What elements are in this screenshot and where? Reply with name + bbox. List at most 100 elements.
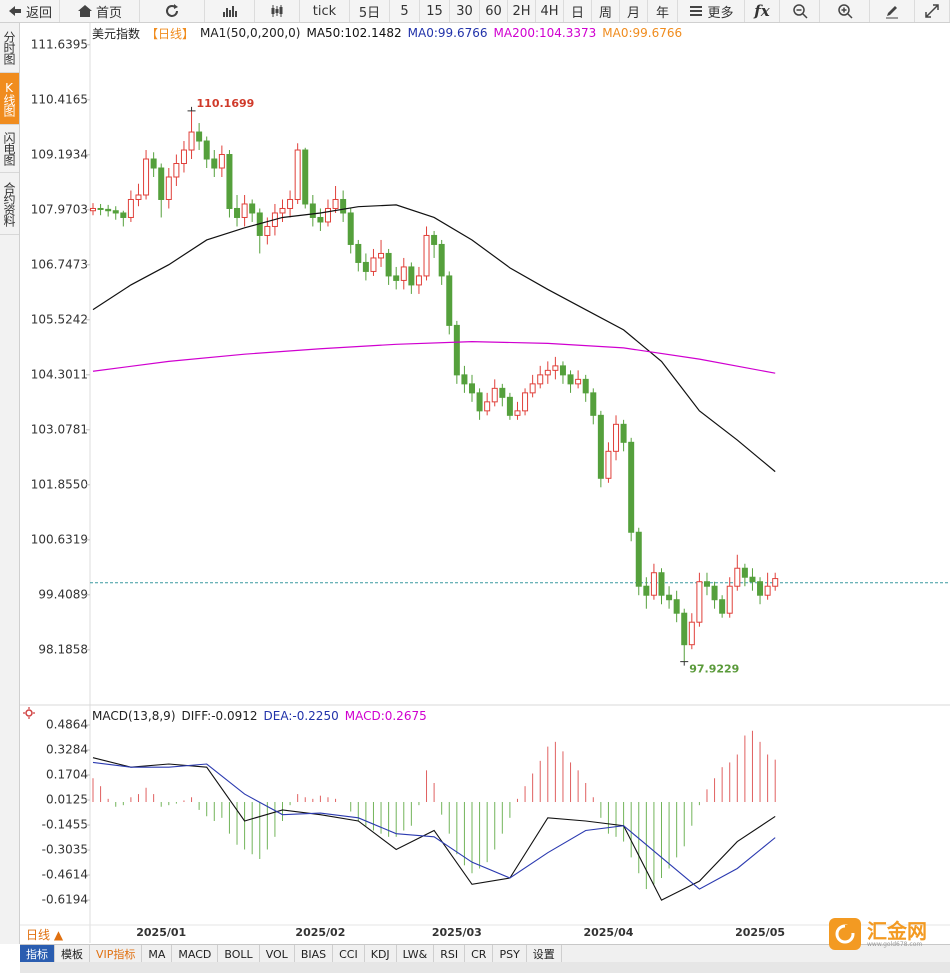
y-tick-label: 111.6395 (31, 37, 88, 51)
legend-item: DEA:-0.2250 (263, 709, 339, 723)
candle-body (726, 585, 733, 614)
bottom-tab[interactable]: KDJ (365, 945, 397, 963)
toolbar-button[interactable]: 5日 (350, 0, 390, 22)
toolbar-label: 60 (485, 3, 502, 19)
bottom-tab[interactable]: 指标 (20, 945, 55, 963)
candle-body (415, 275, 422, 286)
toolbar-label: 4H (540, 3, 559, 19)
toolbar-button[interactable] (915, 0, 950, 22)
bottom-tab[interactable]: PSY (493, 945, 527, 963)
diff-line (92, 757, 776, 901)
macd-icon (25, 709, 33, 717)
icon (925, 4, 939, 18)
side-tabs: 分时图 K线图 闪电图 合约资料 (0, 23, 20, 944)
bottom-tab[interactable]: MA (142, 945, 173, 963)
candle-body (408, 266, 415, 286)
toolbar-label: 更多 (707, 5, 734, 21)
period-label[interactable]: 日线 ▲ (26, 928, 64, 942)
candle-body (203, 140, 210, 160)
y-tick-label: 104.3011 (31, 367, 88, 381)
toolbar-label: 返回 (25, 5, 52, 21)
toolbar-button[interactable] (870, 0, 915, 22)
logo-badge (829, 918, 861, 950)
bottom-tab[interactable]: 模板 (55, 945, 90, 963)
candle-body (552, 365, 559, 371)
x-tick-label: 2025/01 (136, 926, 186, 939)
legend-item: DIFF:-0.0912 (181, 709, 258, 723)
toolbar-button[interactable]: fx (745, 0, 780, 22)
macd-tick-label: 0.1704 (46, 768, 88, 782)
toolbar-button[interactable]: 15 (420, 0, 450, 22)
candle-body (529, 383, 536, 394)
candle-body (378, 252, 385, 259)
candle-body (393, 275, 400, 281)
side-tab[interactable]: 合约资料 (0, 173, 19, 235)
icon (77, 5, 92, 17)
macd-tick-label: 0.4864 (46, 718, 88, 732)
candle-body (211, 158, 218, 169)
bottom-tab[interactable]: RSI (434, 945, 466, 963)
bottom-tab[interactable]: BIAS (295, 945, 334, 963)
candle-body (522, 392, 529, 412)
candle-body (764, 585, 771, 596)
bottom-tab[interactable]: CR (465, 945, 494, 963)
icon (792, 4, 808, 19)
logo-name: 汇金网 (867, 918, 927, 943)
candle-body (196, 131, 203, 142)
toolbar-button[interactable]: 60 (480, 0, 508, 22)
toolbar-button[interactable]: 日 (564, 0, 592, 22)
toolbar-label: 5日 (358, 5, 381, 21)
toolbar-button[interactable] (780, 0, 820, 22)
side-tab[interactable]: 闪电图 (0, 125, 19, 173)
candle-body (90, 207, 96, 212)
candle-body (741, 567, 748, 578)
toolbar-label: 15 (426, 3, 443, 19)
icon (271, 5, 283, 17)
toolbar-button[interactable]: 4H (536, 0, 564, 22)
candle-body (620, 423, 627, 443)
candle-body (537, 374, 544, 385)
toolbar-button[interactable]: 5 (390, 0, 420, 22)
candle-body (491, 387, 498, 403)
candle-body (143, 158, 150, 196)
bottom-tab[interactable]: BOLL (218, 945, 260, 963)
candle-body (120, 212, 127, 218)
candle-body (431, 234, 438, 245)
toolbar-button[interactable]: 年 (648, 0, 678, 22)
icon (222, 6, 237, 17)
bottom-tab[interactable]: VIP指标 (90, 945, 143, 963)
toolbar-button[interactable] (205, 0, 255, 22)
legend-item: MACD(13,8,9) (92, 709, 176, 723)
candle-body (628, 441, 635, 533)
macd-tick-label: -0.6194 (42, 893, 88, 907)
toolbar-button[interactable] (255, 0, 300, 22)
candle-body (241, 203, 248, 218)
toolbar-button[interactable]: 2H (508, 0, 536, 22)
toolbar-button[interactable]: 周 (592, 0, 620, 22)
toolbar-button[interactable]: 返回 (0, 0, 60, 22)
candle-body (688, 621, 695, 646)
bottom-tab[interactable]: 设置 (527, 945, 562, 963)
bottom-tab[interactable]: CCI (333, 945, 365, 963)
legend-item: 美元指数 (92, 26, 141, 41)
toolbar-button[interactable] (820, 0, 870, 22)
toolbar-button[interactable]: 30 (450, 0, 480, 22)
toolbar-button[interactable]: 更多 (678, 0, 745, 22)
candle-body (643, 585, 650, 596)
toolbar-button[interactable]: 首页 (60, 0, 140, 22)
candle-body (309, 203, 316, 218)
candle-body (635, 531, 642, 587)
side-tab[interactable]: K线图 (0, 73, 19, 125)
side-tab[interactable]: 分时图 (0, 23, 19, 73)
candle-body (681, 612, 688, 646)
bottom-tab[interactable]: MACD (172, 945, 219, 963)
bottom-tab[interactable]: LW& (397, 945, 435, 963)
bottom-tab[interactable]: VOL (260, 945, 295, 963)
toolbar-button[interactable] (140, 0, 205, 22)
toolbar-button[interactable]: tick (300, 0, 350, 22)
macd-icon (23, 707, 35, 719)
toolbar-button[interactable]: 月 (620, 0, 648, 22)
candle-body (658, 572, 665, 596)
